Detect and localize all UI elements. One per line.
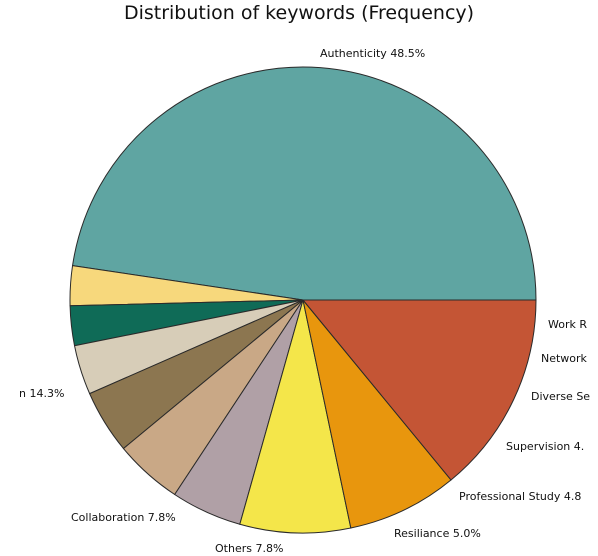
pie-slice <box>301 299 537 481</box>
slice-label: Collaboration 7.8% <box>71 511 176 524</box>
pie-slice <box>71 66 537 301</box>
slice-label: Others 7.8% <box>215 542 283 555</box>
slice-label: n 14.3% <box>19 387 64 400</box>
slice-label: Authenticity 48.5% <box>320 47 425 60</box>
slice-label: Professional Study 4.8 <box>459 490 581 503</box>
slice-label: Supervision 4. <box>506 440 584 453</box>
slice-label: Diverse Se <box>531 390 590 403</box>
slice-label: Work R <box>548 318 587 331</box>
slice-label: Network <box>541 352 588 365</box>
pie-slice <box>302 299 452 529</box>
pie-slice <box>239 299 352 534</box>
chart-title: Distribution of keywords (Frequency) <box>123 2 475 24</box>
slice-label: Resiliance 5.0% <box>394 527 481 540</box>
